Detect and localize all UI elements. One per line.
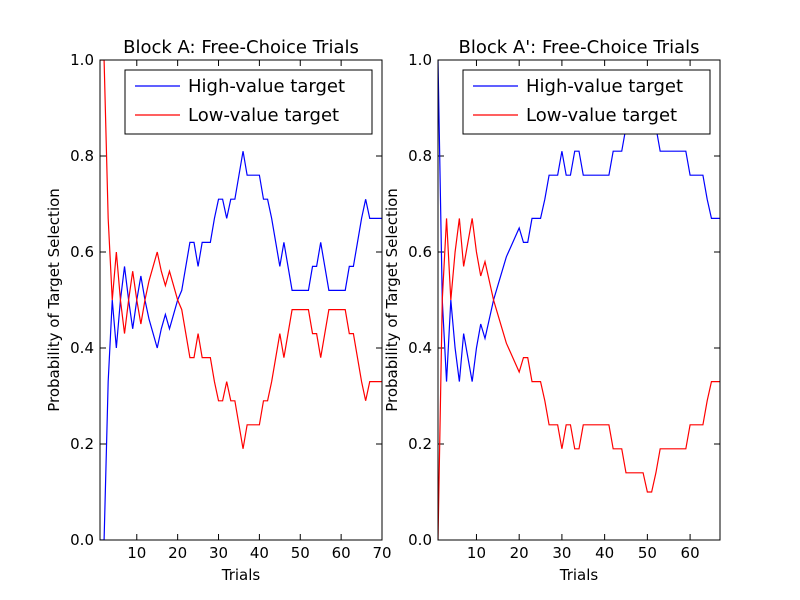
left-chart-plot-area: [100, 60, 382, 540]
right-chart-x-tick-label: 40: [595, 544, 614, 562]
right-chart-legend-high-value-label: High-value target: [526, 76, 683, 97]
right-chart-legend-low-value-label: Low-value target: [526, 105, 677, 126]
left-chart-y-axis-label: Probability of Target Selection: [45, 188, 63, 412]
left-chart-y-tick-label: 0.0: [70, 531, 94, 549]
right-chart-high-value-series-line: [438, 60, 720, 382]
left-chart-ticks: 10 20 30 40 50 60 70 0.0 0.2 0.4 0.6 0.8 1.0: [70, 51, 391, 562]
right-chart-legend-box: [462, 69, 711, 135]
left-chart-legend-low-value-label: Low-value target: [188, 105, 339, 126]
left-chart-y-tick-label: 0.2: [70, 435, 94, 453]
right-chart-panel: Block A': Free-Choice Trials Trials Prob…: [383, 37, 721, 584]
right-chart-ticks: 10 20 30 40 50 60 0.0 0.2 0.4 0.6 0.8 1.0: [408, 51, 720, 562]
right-chart-title: Block A': Free-Choice Trials: [459, 37, 700, 58]
right-chart-x-axis-label: Trials: [559, 566, 599, 584]
left-chart-legend-high-value-label: High-value target: [188, 76, 345, 97]
left-chart-x-tick-label: 40: [250, 544, 269, 562]
left-chart-x-axis-label: Trials: [221, 566, 261, 584]
right-chart-x-tick-label: 20: [510, 544, 529, 562]
left-chart-x-tick-label: 60: [332, 544, 351, 562]
left-chart-y-tick-label: 0.8: [70, 147, 94, 165]
left-chart-low-value-series-line: [100, 60, 382, 449]
right-chart-y-tick-label: 0.4: [408, 339, 432, 357]
right-chart-legend: High-value target Low-value target: [462, 69, 711, 135]
right-chart-y-tick-label: 0.2: [408, 435, 432, 453]
left-chart-y-tick-label: 1.0: [70, 51, 94, 69]
right-chart-x-tick-label: 30: [552, 544, 571, 562]
left-chart-panel: Block A: Free-Choice Trials Trials Proba…: [45, 37, 392, 584]
right-chart-x-tick-label: 60: [681, 544, 700, 562]
right-chart-y-tick-label: 0.0: [408, 531, 432, 549]
left-chart-legend: High-value target Low-value target: [124, 69, 373, 135]
right-chart-y-tick-label: 0.6: [408, 243, 432, 261]
left-chart-x-tick-label: 70: [372, 544, 391, 562]
right-chart-x-tick-label: 50: [638, 544, 657, 562]
left-chart-title: Block A: Free-Choice Trials: [123, 37, 359, 58]
right-chart-y-tick-label: 0.8: [408, 147, 432, 165]
left-chart-x-tick-label: 30: [209, 544, 228, 562]
left-chart-x-tick-label: 50: [291, 544, 310, 562]
left-chart-y-tick-label: 0.6: [70, 243, 94, 261]
left-chart-x-tick-label: 20: [168, 544, 187, 562]
left-chart-y-tick-label: 0.4: [70, 339, 94, 357]
left-chart-high-value-series-line: [100, 151, 382, 540]
right-chart-low-value-series-line: [438, 218, 720, 540]
right-chart-y-tick-label: 1.0: [408, 51, 432, 69]
left-chart-x-tick-label: 10: [127, 544, 146, 562]
right-chart-x-tick-label: 10: [467, 544, 486, 562]
left-chart-axes-frame: [99, 59, 383, 541]
left-chart-legend-box: [124, 69, 373, 135]
right-chart-y-axis-label: Probability of Target Selection: [383, 188, 401, 412]
right-chart-axes-frame: [437, 59, 721, 541]
right-chart-plot-area: [438, 60, 720, 540]
